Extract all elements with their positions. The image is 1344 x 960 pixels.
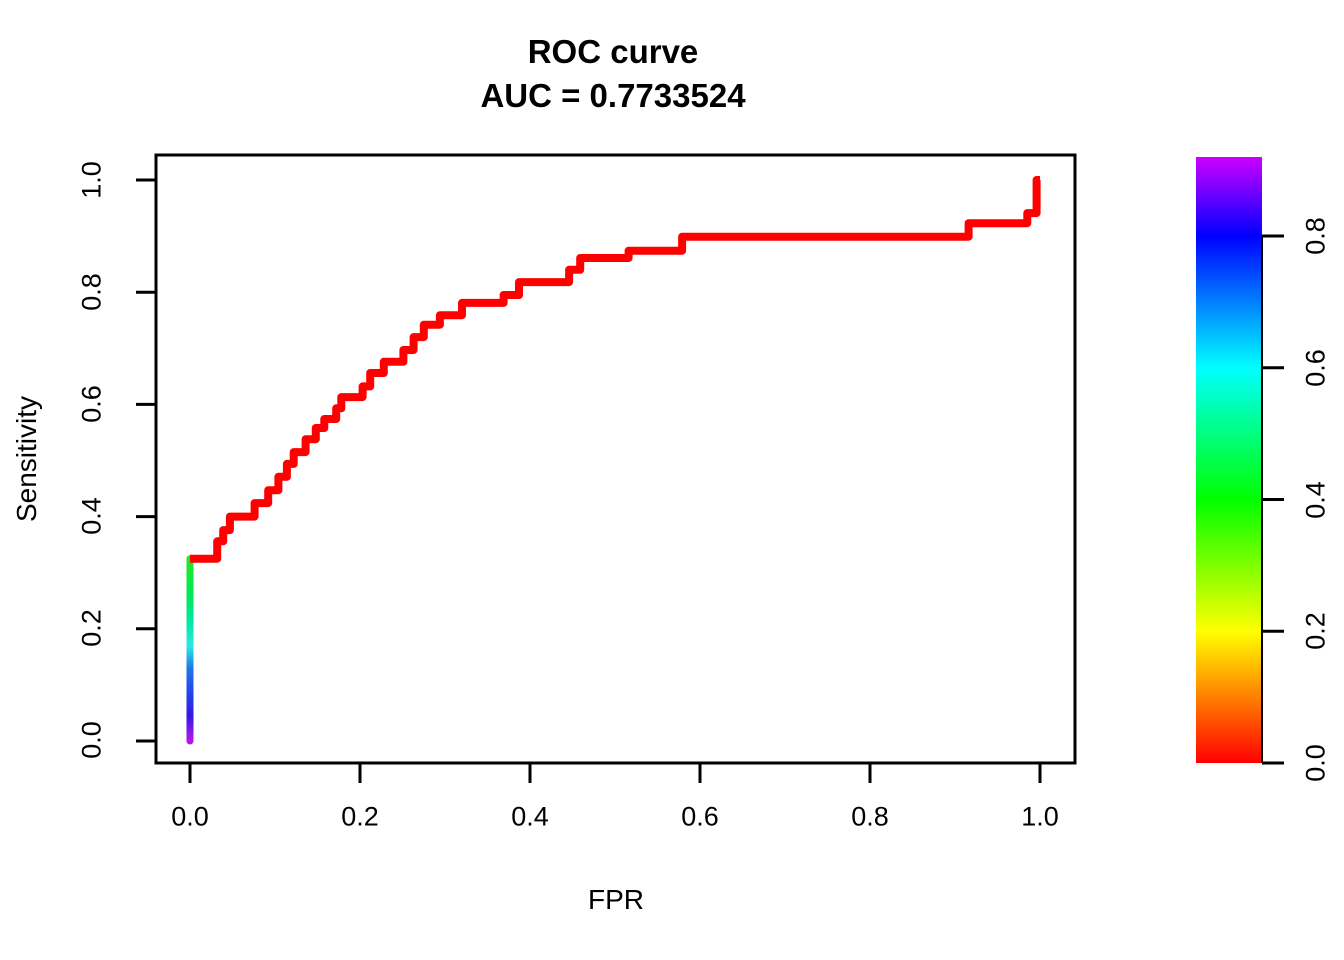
y-tick-label: 0.6 <box>76 385 107 423</box>
x-axis-label: FPR <box>588 884 644 915</box>
y-axis-ticks <box>136 178 156 743</box>
x-tick-label: 0.8 <box>851 801 889 832</box>
y-axis-label: Sensitivity <box>11 395 42 523</box>
y-tick-label: 0.2 <box>76 609 107 647</box>
chart-title: ROC curve <box>527 33 699 70</box>
y-tick-label: 1.0 <box>76 161 107 199</box>
colorbar <box>1196 157 1262 763</box>
y-tick-label: 0.0 <box>76 721 107 759</box>
colorbar-tick-label: 0.6 <box>1300 349 1331 387</box>
x-tick-label: 0.6 <box>681 801 719 832</box>
chart-subtitle: AUC = 0.7733524 <box>480 77 746 114</box>
plot-box <box>154 153 1077 765</box>
x-tick-label: 0.2 <box>341 801 379 832</box>
colorbar-tick-label: 0.4 <box>1300 481 1331 519</box>
colorbar-tick-label: 0.8 <box>1300 217 1331 255</box>
x-tick-label: 0.0 <box>171 801 209 832</box>
y-tick-label: 0.8 <box>76 273 107 311</box>
colorbar-tick-label: 0.0 <box>1300 744 1331 782</box>
x-tick-label: 0.4 <box>511 801 549 832</box>
y-tick-label: 0.4 <box>76 497 107 535</box>
colorbar-tick-label: 0.2 <box>1300 612 1331 650</box>
roc-curve-line <box>190 176 1041 563</box>
x-tick-label: 1.0 <box>1021 801 1059 832</box>
x-axis-ticks <box>188 763 1042 783</box>
colorbar-ticks <box>1262 234 1284 765</box>
